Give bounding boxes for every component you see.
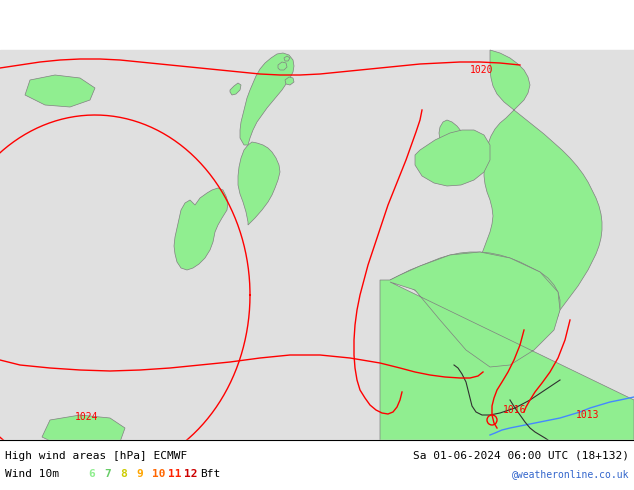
- Polygon shape: [390, 252, 560, 367]
- Text: 1016: 1016: [503, 405, 526, 415]
- Bar: [0, 50, 634, 440]
- Text: @weatheronline.co.uk: @weatheronline.co.uk: [512, 469, 629, 479]
- Polygon shape: [230, 83, 241, 95]
- Text: 12: 12: [184, 469, 198, 479]
- Polygon shape: [466, 50, 602, 372]
- Polygon shape: [380, 252, 634, 490]
- Text: 10: 10: [152, 469, 165, 479]
- Text: 7: 7: [104, 469, 111, 479]
- Polygon shape: [439, 120, 465, 166]
- Text: 1020: 1020: [300, 443, 323, 453]
- Polygon shape: [415, 130, 490, 186]
- Text: 1020: 1020: [470, 65, 493, 75]
- Text: 1024: 1024: [75, 412, 98, 422]
- Text: Wind 10m: Wind 10m: [5, 469, 59, 479]
- Text: Bft: Bft: [200, 469, 220, 479]
- Polygon shape: [174, 188, 228, 270]
- Text: Sa 01-06-2024 06:00 UTC (18+132): Sa 01-06-2024 06:00 UTC (18+132): [413, 451, 629, 461]
- Polygon shape: [285, 77, 294, 85]
- Text: 6: 6: [88, 469, 94, 479]
- Text: 8: 8: [120, 469, 127, 479]
- Text: High wind areas [hPa] ECMWF: High wind areas [hPa] ECMWF: [5, 451, 187, 461]
- Bar: [0, 440, 634, 490]
- Polygon shape: [25, 75, 95, 107]
- Text: 9: 9: [136, 469, 143, 479]
- Polygon shape: [284, 56, 290, 61]
- Polygon shape: [238, 142, 280, 225]
- Polygon shape: [240, 53, 294, 145]
- Polygon shape: [278, 62, 287, 70]
- Polygon shape: [42, 415, 125, 450]
- Text: 1013: 1013: [576, 410, 600, 420]
- Text: 11: 11: [168, 469, 181, 479]
